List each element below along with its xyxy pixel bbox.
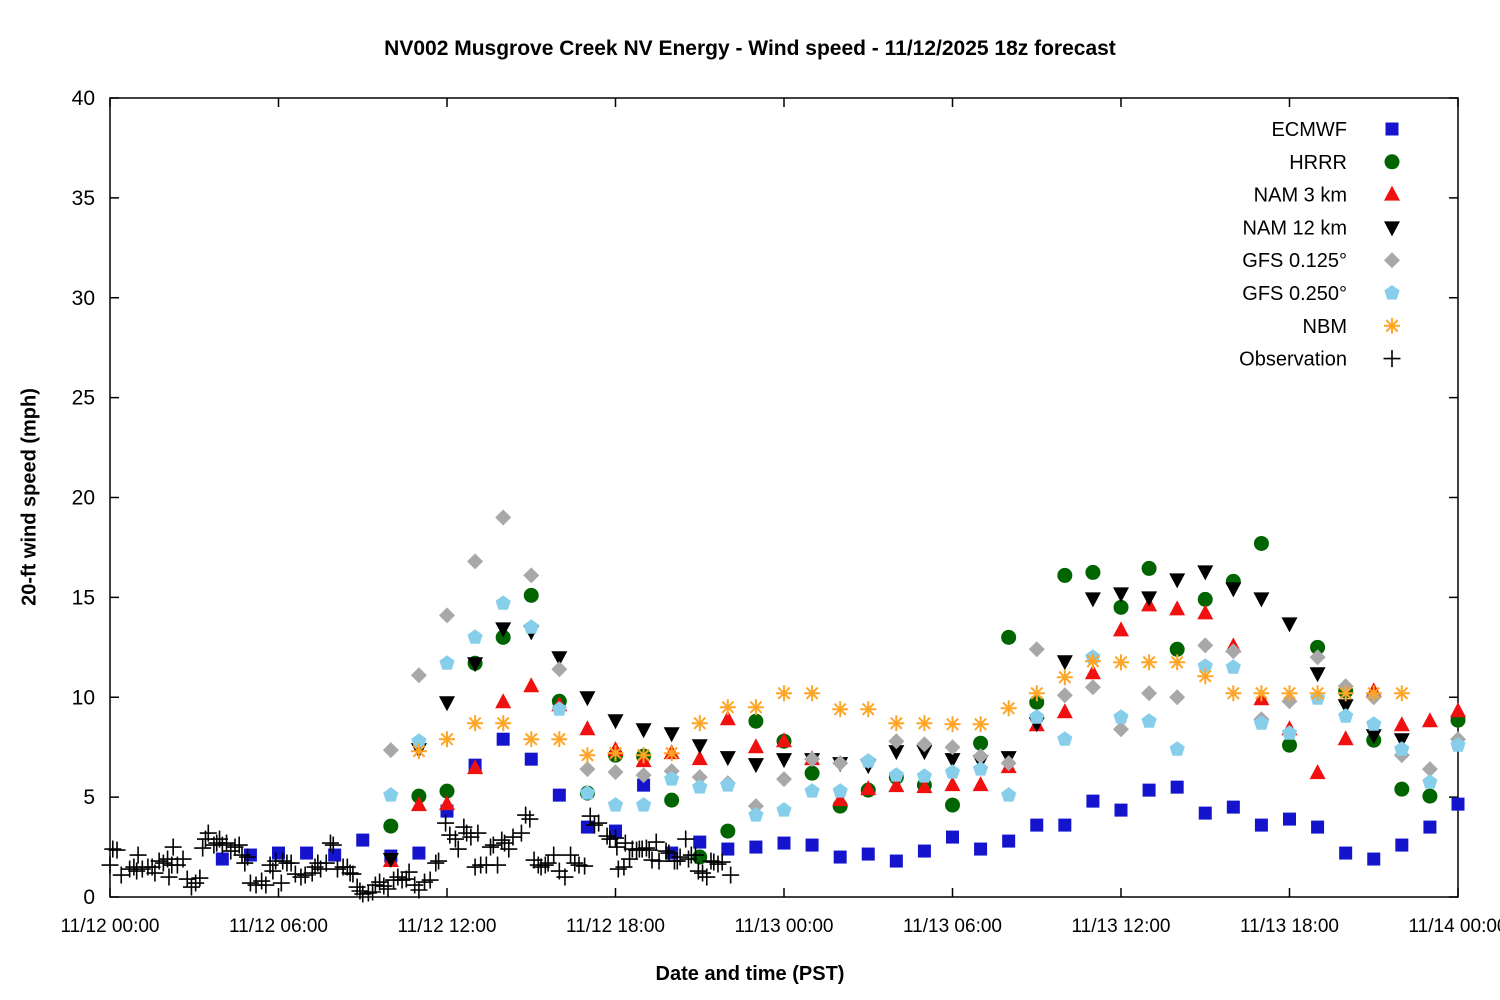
x-tick-label: 11/13 12:00 [1072,916,1171,937]
x-tick-label: 11/12 18:00 [566,916,665,937]
series-gfs-0-125 [382,509,1466,815]
legend-label-gfs-0-250: GFS 0.250° [1242,283,1347,305]
series-nbm [410,653,1410,764]
legend-label-nbm: NBM [1303,316,1347,338]
y-tick-label: 30 [72,287,95,310]
x-tick-label: 11/13 06:00 [903,916,1002,937]
x-axis-label: Date and time (PST) [655,963,845,985]
y-tick-label: 10 [72,686,95,709]
legend-marker-hrrr-icon [1384,154,1400,170]
y-tick-label: 0 [83,886,95,909]
x-tick-label: 11/13 00:00 [735,916,834,937]
x-tick-label: 11/14 00:00 [1409,916,1500,937]
chart-title: NV002 Musgrove Creek NV Energy - Wind sp… [384,37,1116,60]
x-tick-label: 11/12 12:00 [398,916,497,937]
y-axis-ticks: 0 5 10 15 20 25 30 35 40 [72,87,1458,909]
legend-marker-nam-12-km-icon [1384,221,1400,237]
x-tick-label: 11/12 00:00 [61,916,160,937]
legend-label-observation: Observation [1239,349,1347,371]
y-tick-label: 35 [72,187,95,210]
y-tick-label: 5 [83,786,95,809]
legend-label-ecmwf: ECMWF [1271,119,1347,141]
y-tick-label: 25 [72,387,95,410]
x-tick-label: 11/12 06:00 [229,916,328,937]
x-tick-label: 11/13 18:00 [1240,916,1339,937]
y-tick-label: 40 [72,87,95,110]
legend-marker-nam-3-km-icon [1384,185,1400,201]
legend-marker-gfs-0-250-icon [1384,285,1400,300]
series-nam-3-km [382,596,1466,868]
legend-label-nam-12-km: NAM 12 km [1243,217,1347,239]
series-hrrr [383,535,1466,865]
x-axis-ticks: 11/12 00:00 11/12 06:00 11/12 12:00 11/12 1… [61,98,1500,937]
y-tick-label: 15 [72,586,95,609]
series-gfs-0-250 [383,595,1466,822]
series-observation [101,806,740,903]
legend-marker-gfs-0-125-icon [1384,252,1400,269]
legend-label-nam-3-km: NAM 3 km [1254,185,1347,207]
y-tick-label: 20 [72,487,95,510]
legend-label-gfs-0-125: GFS 0.125° [1242,250,1347,272]
legend: ECMWF HRRR NAM 3 km NAM 12 km GFS 0.125° GFS … [1239,119,1401,371]
legend-marker-nbm-icon [1384,317,1400,334]
legend-marker-observation-icon [1383,350,1401,368]
legend-marker-ecmwf-icon [1385,122,1399,136]
legend-label-hrrr: HRRR [1289,152,1347,174]
